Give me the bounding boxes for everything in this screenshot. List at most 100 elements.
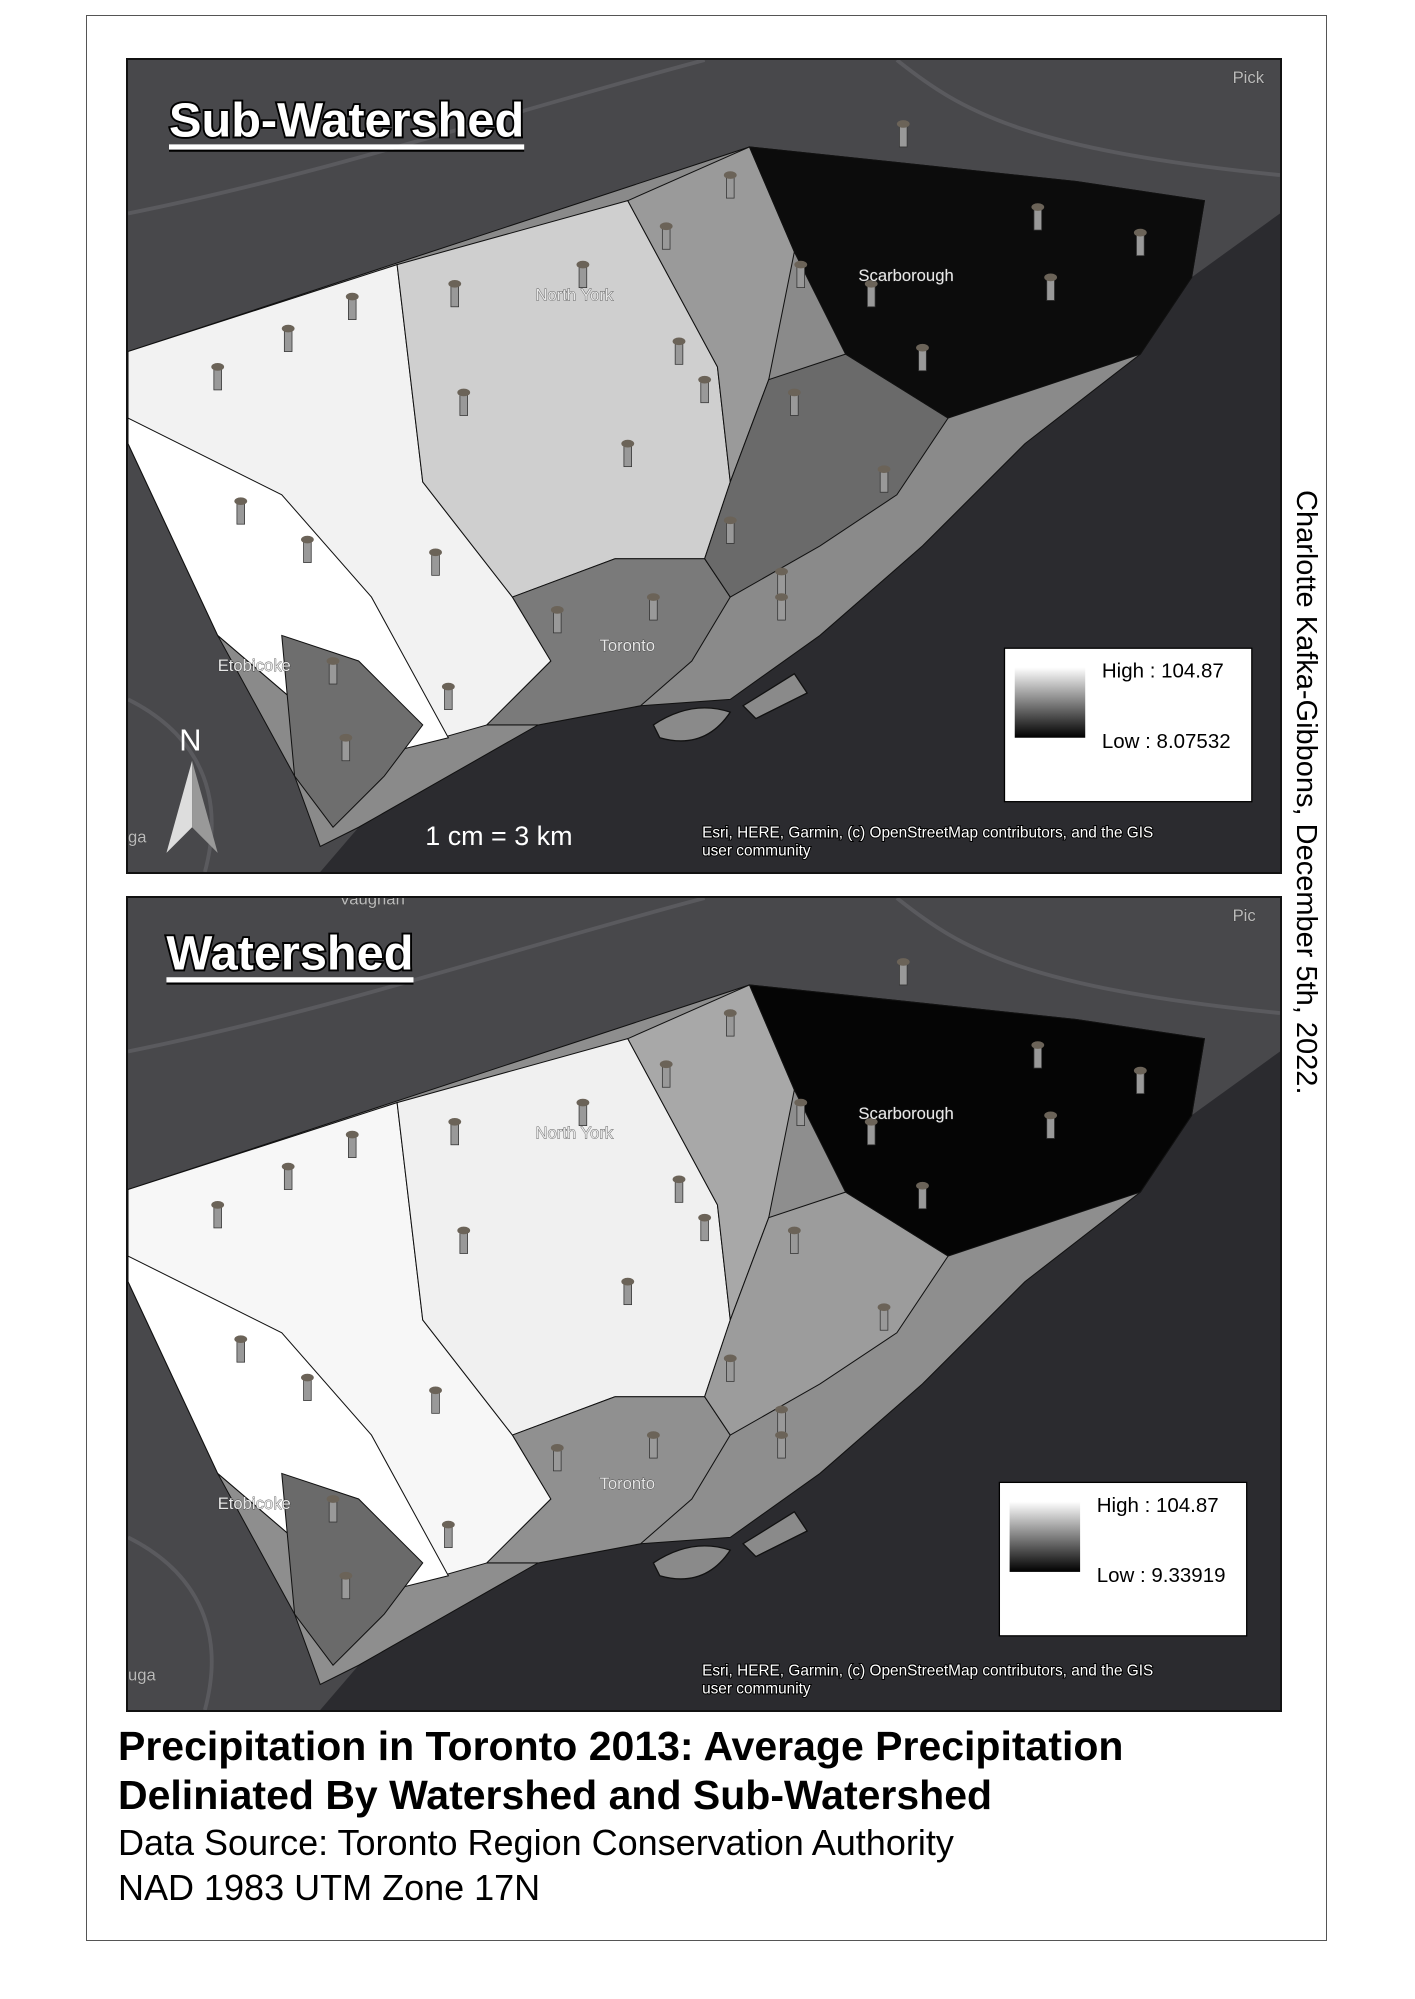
gauge-icon (448, 279, 462, 308)
gauge-top (794, 260, 808, 269)
place-label: Pic (1233, 906, 1256, 925)
gauge-top (441, 682, 455, 691)
gauge-icon (723, 516, 737, 544)
watershed-region (704, 1191, 949, 1436)
gauge-top (457, 388, 471, 397)
watershed-region (485, 558, 731, 726)
attribution: user community (702, 842, 811, 859)
gauge-top (550, 606, 564, 614)
gauge-icon (339, 733, 353, 762)
place-label: Etobicoke (218, 1494, 291, 1513)
gauge-top (775, 593, 788, 601)
gauge-icon (339, 1571, 353, 1600)
place-label: Etobicoke (218, 656, 291, 675)
gauge-icon (916, 1181, 929, 1210)
islands (652, 672, 809, 742)
gauge-icon (621, 439, 635, 468)
gauge-top (723, 171, 737, 179)
gauge-top (672, 337, 686, 346)
gauge-top (621, 439, 635, 448)
gauge-icon (441, 1520, 455, 1548)
road (128, 898, 1280, 1710)
gauge-icon (1133, 1066, 1147, 1095)
gauge-icon (211, 1201, 225, 1229)
footer-projection: NAD 1983 UTM Zone 17N (118, 1867, 541, 1908)
gauge-top (1133, 228, 1147, 237)
gauge-icon (1031, 1041, 1045, 1069)
gauge-top (916, 343, 929, 352)
gauge-top (211, 1201, 225, 1209)
map-title: Sub-Watershed (169, 94, 524, 148)
gauge-top (723, 516, 737, 525)
place-label: Scarborough (858, 1104, 953, 1123)
gauge-icon (646, 593, 660, 621)
gauge-top (787, 1226, 801, 1235)
gauge-icon (864, 279, 878, 308)
gauge-icon (326, 657, 340, 685)
gauge-top (896, 958, 910, 966)
gauge-icon (211, 363, 225, 391)
gauge-icon (1031, 203, 1045, 231)
footer-title: Deliniated By Watershed and Sub-Watershe… (118, 1772, 993, 1818)
gauge-icon (1133, 228, 1147, 257)
watershed-region (748, 146, 1205, 419)
gauge-icon (646, 1431, 660, 1459)
gauge-icon (775, 1431, 788, 1459)
gauge-top (1044, 1111, 1058, 1120)
legend-high: High : 104.87 (1102, 660, 1224, 683)
gauge-icon (550, 606, 564, 634)
gauge-icon (300, 1373, 314, 1401)
legend-low: Low : 9.33919 (1097, 1564, 1226, 1587)
gauge-icon (621, 1277, 635, 1306)
gauge-top (576, 1098, 590, 1107)
gauge-top (672, 1175, 686, 1184)
watershed-region (128, 417, 450, 752)
frame (86, 15, 1327, 1941)
legend-low: Low : 8.07532 (1102, 730, 1231, 753)
gauge-icon (787, 1226, 801, 1254)
footer-title: Precipitation in Toronto 2013: Average P… (118, 1723, 1124, 1769)
gauge-top (698, 375, 712, 384)
place-label: Toronto (600, 1474, 656, 1493)
watershed-region (704, 353, 949, 598)
place-label: Vaughan (339, 896, 404, 908)
gauge-icon (877, 465, 891, 493)
gauge-icon (281, 324, 295, 352)
gauge-icon (345, 1130, 359, 1158)
north-label: N (179, 723, 201, 758)
place-label: Toronto (600, 636, 656, 655)
gauge-top (698, 1213, 712, 1222)
gauge-icon (877, 1303, 891, 1331)
attribution: Esri, HERE, Garmin, (c) OpenStreetMap co… (702, 824, 1153, 841)
gauge-top (234, 1335, 248, 1344)
place-label: Pick (1233, 68, 1265, 87)
gauge-icon (281, 1162, 295, 1190)
north-arrow (166, 760, 193, 853)
gauge-icon (794, 1098, 808, 1126)
gauge-icon (345, 292, 359, 320)
gauge-top (345, 292, 359, 301)
footer-source: Data Source: Toronto Region Conservation… (118, 1822, 954, 1863)
gauge-top (1031, 203, 1045, 211)
gauge-top (877, 465, 891, 474)
gauge-icon (441, 682, 455, 710)
gauge-icon (576, 260, 590, 288)
gauge-icon (576, 1098, 590, 1126)
gauge-top (326, 657, 340, 665)
gauge-top (429, 1386, 442, 1395)
author: Charlotte Kafka-Gibbons, December 5th, 2… (1290, 490, 1322, 1095)
gauge-icon (794, 260, 808, 288)
gauge-icon (550, 1444, 564, 1472)
gauge-icon (429, 548, 442, 576)
attribution: user community (702, 1680, 811, 1697)
gauge-top (659, 222, 673, 231)
gauge-icon (916, 343, 929, 372)
gauge-top (723, 1009, 737, 1017)
gauge-icon (457, 388, 471, 416)
gauge-top (339, 1571, 353, 1580)
gauge-icon (234, 497, 248, 525)
gauge-top (723, 1354, 737, 1363)
gauge-icon (234, 1335, 248, 1363)
gauge-top (281, 1162, 295, 1171)
place-label: Scarborough (858, 266, 953, 285)
